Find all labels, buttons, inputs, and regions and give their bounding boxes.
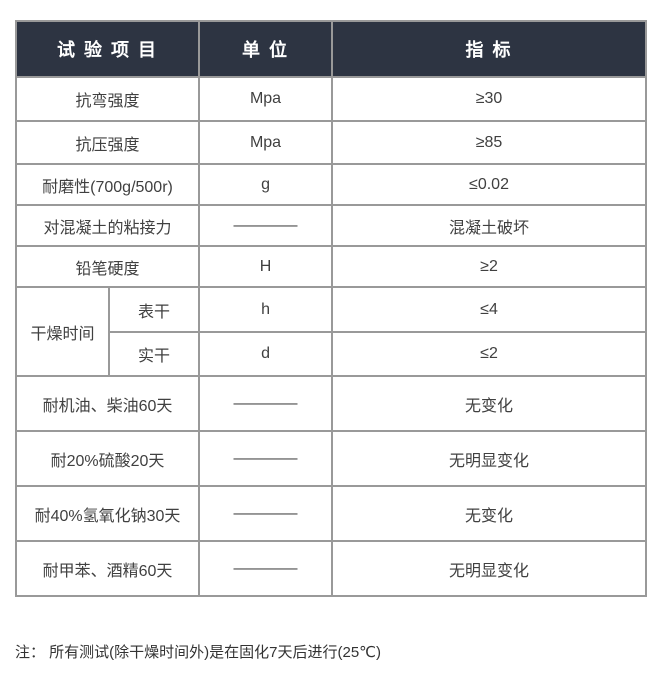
table-row: 铅笔硬度 H ≥2 xyxy=(14,245,648,288)
cell-unit: h xyxy=(198,286,334,333)
footnote: 注： 所有测试(除干燥时间外)是在固化7天后进行(25℃) xyxy=(15,644,382,661)
cell-unit: d xyxy=(198,331,334,377)
table-row-drying-surface: 干燥时间 表干 h ≤4 xyxy=(15,286,648,377)
spec-table: 试 验 项 目 单 位 指 标 抗弯强度 Mpa ≥30 抗压强度 Mpa ≥8… xyxy=(14,20,648,597)
cell-unit: ———— xyxy=(198,375,334,432)
cell-spec: ≥85 xyxy=(331,120,648,165)
table-row: 抗弯强度 Mpa ≥30 xyxy=(14,76,648,122)
cell-unit: ———— xyxy=(198,204,334,247)
table-row-drying-full: 实干 d ≤2 xyxy=(16,331,648,377)
table-row: 抗压强度 Mpa ≥85 xyxy=(14,120,648,165)
table-row: 耐甲苯、酒精60天 ———— 无明显变化 xyxy=(14,540,648,597)
cell-spec: ≤0.02 xyxy=(331,163,648,206)
spec-table-container: 试 验 项 目 单 位 指 标 抗弯强度 Mpa ≥30 抗压强度 Mpa ≥8… xyxy=(14,20,648,597)
cell-item: 耐甲苯、酒精60天 xyxy=(14,540,201,597)
cell-spec: 无变化 xyxy=(331,375,648,432)
cell-item: 实干 xyxy=(107,331,201,377)
cell-unit: Mpa xyxy=(198,120,334,165)
cell-unit: ———— xyxy=(198,485,334,542)
cell-spec: 无变化 xyxy=(331,485,648,542)
cell-item: 抗压强度 xyxy=(14,120,201,165)
table-row: 耐40%氢氧化钠30天 ———— 无变化 xyxy=(14,485,648,542)
table-row: 对混凝土的粘接力 ———— 混凝土破坏 xyxy=(14,204,648,247)
cell-unit: Mpa xyxy=(198,76,334,122)
cell-spec: ≥2 xyxy=(331,245,648,288)
cell-item: 对混凝土的粘接力 xyxy=(14,204,201,247)
cell-spec: ≥30 xyxy=(331,76,648,122)
header-row: 试 验 项 目 单 位 指 标 xyxy=(14,20,648,78)
cell-unit: ———— xyxy=(198,430,334,487)
cell-unit: g xyxy=(198,163,334,206)
cell-item: 耐40%氢氧化钠30天 xyxy=(14,485,201,542)
cell-item: 耐20%硫酸20天 xyxy=(14,430,201,487)
cell-item: 表干 xyxy=(107,286,201,333)
cell-drying-group-label: 干燥时间 xyxy=(15,286,110,377)
cell-unit: ———— xyxy=(198,540,334,597)
table-row: 耐磨性(700g/500r) g ≤0.02 xyxy=(14,163,648,206)
table-row: 耐机油、柴油60天 ———— 无变化 xyxy=(14,375,648,432)
cell-item: 耐磨性(700g/500r) xyxy=(14,163,201,206)
cell-spec: 无明显变化 xyxy=(331,540,648,597)
cell-spec: 无明显变化 xyxy=(331,430,648,487)
header-test-item: 试 验 项 目 xyxy=(14,20,201,78)
cell-spec: ≤2 xyxy=(331,331,648,377)
cell-spec: 混凝土破坏 xyxy=(331,204,648,247)
table-row: 耐20%硫酸20天 ———— 无明显变化 xyxy=(14,430,648,487)
cell-item: 铅笔硬度 xyxy=(14,245,201,288)
header-spec: 指 标 xyxy=(331,20,648,78)
header-unit: 单 位 xyxy=(198,20,334,78)
cell-item: 耐机油、柴油60天 xyxy=(14,375,201,432)
cell-spec: ≤4 xyxy=(331,286,648,333)
cell-unit: H xyxy=(198,245,334,288)
cell-item: 抗弯强度 xyxy=(14,76,201,122)
